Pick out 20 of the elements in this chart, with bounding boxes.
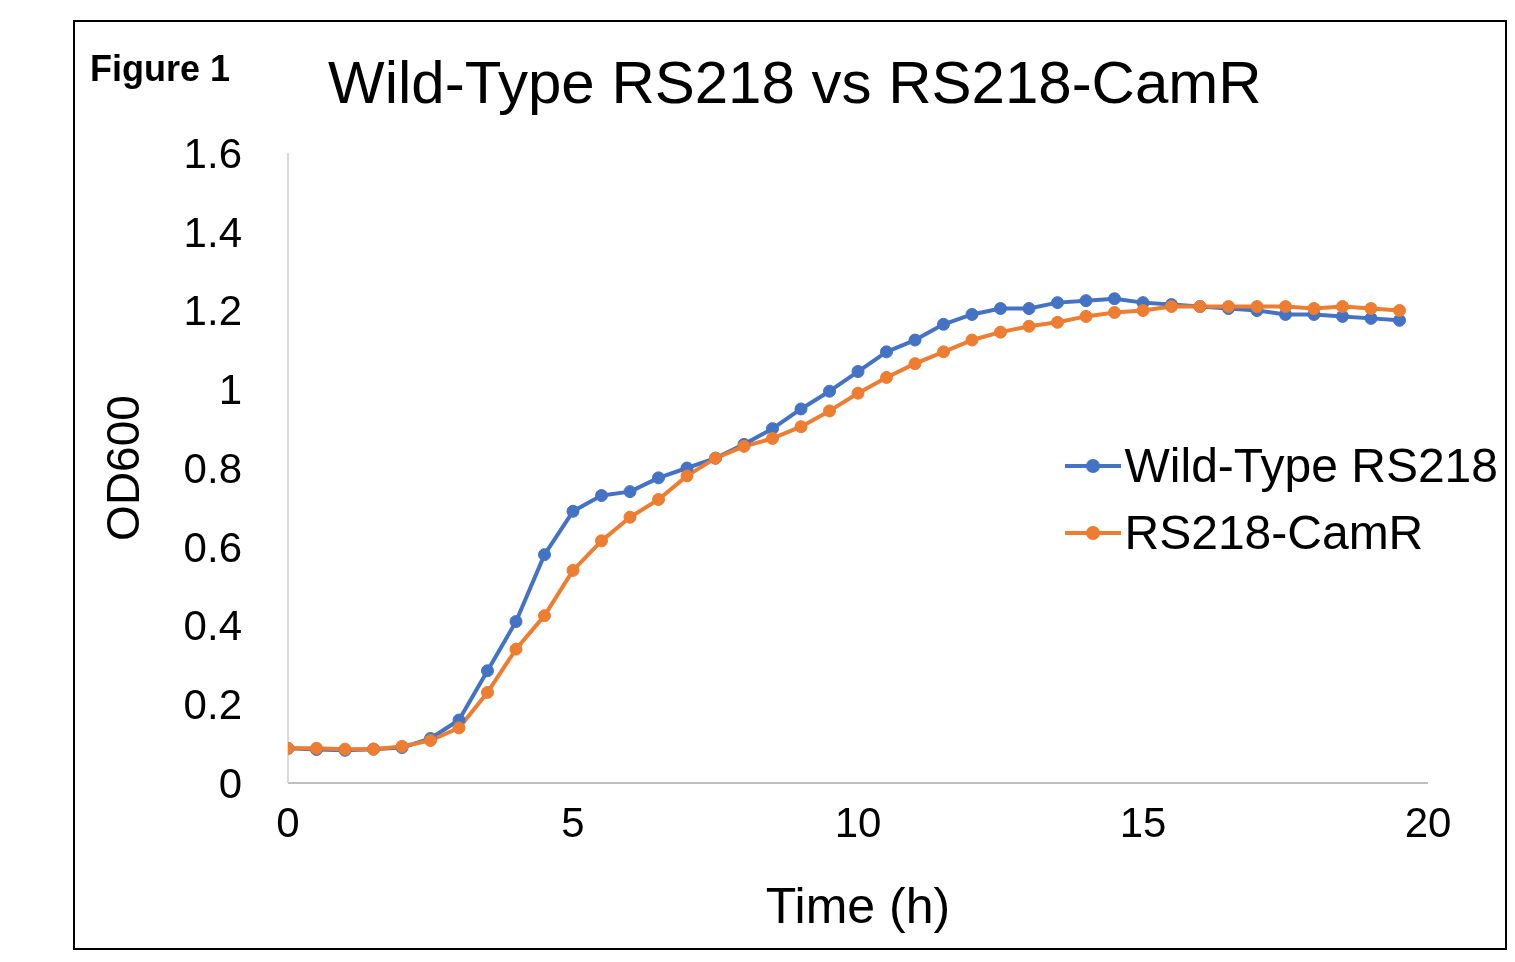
caption: Figure 1 [90,48,231,90]
y-tick-label: 1.6 [183,129,242,177]
y-tick-label: 0.6 [183,523,242,571]
y-tick-label: 0.2 [183,681,242,729]
x-tick-label: 10 [834,798,882,846]
y-tick-label: 1.4 [183,208,242,256]
y-tick-label: 0.8 [183,444,242,492]
x-tick-label: 0 [276,798,300,846]
x-tick-label: 15 [1119,798,1167,846]
legend-label: Wild-Type RS218 [1124,438,1498,493]
chart-title: Wild-Type RS218 vs RS218-CamR [328,48,1262,117]
x-axis-title: Time (h) [765,878,951,934]
x-tick-label: 5 [561,798,585,846]
y-axis-title: OD600 [97,395,150,541]
y-tick-label: 0.4 [183,602,242,650]
y-tick-label: 1.2 [183,287,242,335]
y-tick-label: 0 [218,759,242,807]
x-tick-label: 20 [1404,798,1452,846]
y-tick-label: 1 [218,366,242,414]
legend-label: RS218-CamR [1124,505,1424,560]
